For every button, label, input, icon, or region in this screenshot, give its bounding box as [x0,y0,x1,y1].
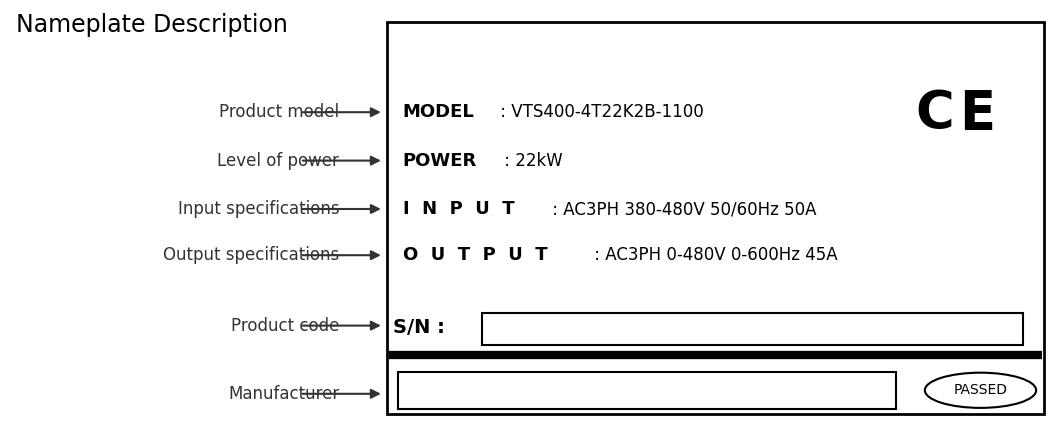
Text: Level of power: Level of power [217,152,339,169]
Bar [398,372,896,409]
Text: C: C [915,88,954,140]
Text: Output specifications: Output specifications [163,246,339,264]
Text: Nameplate Description: Nameplate Description [16,13,287,37]
Text: Product code: Product code [231,317,339,334]
Text: MODEL: MODEL [403,103,475,121]
Text: O  U  T  P  U  T: O U T P U T [403,246,547,264]
Text: : 22kW: : 22kW [498,152,563,169]
Text: : VTS400-4T22K2B-1100: : VTS400-4T22K2B-1100 [495,103,704,121]
Bar [387,22,1044,414]
Text: E: E [959,88,995,140]
Text: : AC3PH 0-480V 0-600Hz 45A: : AC3PH 0-480V 0-600Hz 45A [589,246,838,264]
Text: PASSED: PASSED [954,383,1007,397]
Text: I  N  P  U  T: I N P U T [403,200,514,218]
Ellipse shape [924,373,1037,408]
Text: : AC3PH 380-480V 50/60Hz 50A: : AC3PH 380-480V 50/60Hz 50A [547,200,816,218]
Text: Manufacturer: Manufacturer [228,385,339,403]
Text: POWER: POWER [403,152,477,169]
Text: Product model: Product model [219,103,339,121]
Text: Input specifications: Input specifications [178,200,339,218]
Bar [482,313,1023,345]
Text: S/N :: S/N : [393,318,445,337]
